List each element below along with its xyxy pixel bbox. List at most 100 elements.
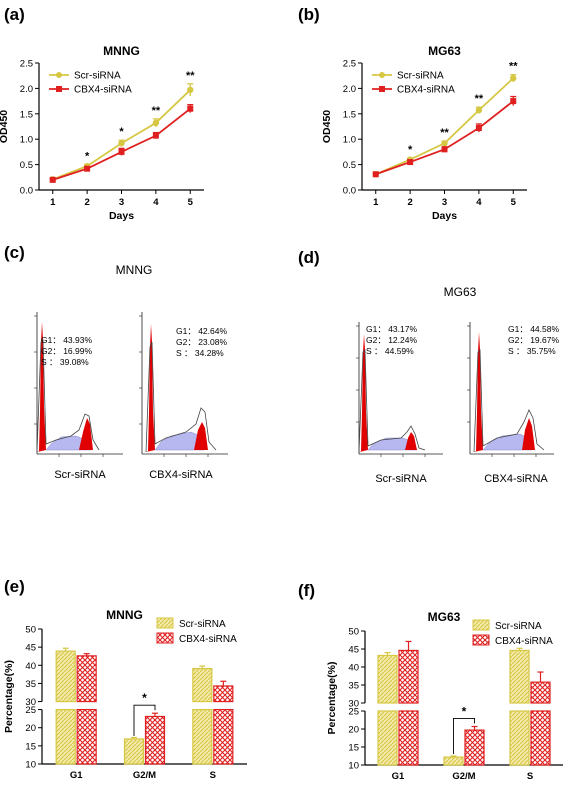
- bar-lower-cbx4: [76, 708, 97, 765]
- x-tick-label: 5: [188, 197, 194, 208]
- bar-cbx4: [464, 729, 485, 766]
- g2-peak: [194, 422, 208, 450]
- y-tick-label: 20: [25, 723, 36, 734]
- legend-marker-scr: [379, 72, 385, 78]
- bar-lower-scr: [377, 710, 398, 766]
- g2-value: G2： 19.67%: [508, 335, 559, 345]
- bar-upper-scr: [55, 650, 76, 703]
- y-tick-label: 10: [348, 761, 359, 772]
- x-axis-label: Days: [109, 210, 134, 222]
- flow-histogram-c-scr: G1： 43.93% G2： 16.99% S ： 39.08%: [33, 311, 124, 458]
- x-tick-label: 4: [153, 197, 159, 208]
- legend-swatch-scr: [472, 619, 490, 631]
- chart-title: MNNG: [103, 44, 140, 58]
- x-tick-label: 4: [476, 197, 482, 208]
- significance-mark: **: [440, 127, 449, 139]
- legend-label: Scr-siRNA: [397, 71, 444, 82]
- g1-value: G1： 43.17%: [366, 324, 417, 334]
- y-tick-label: 40: [25, 661, 36, 672]
- data-point-cbx4: [441, 146, 448, 153]
- y-tick-label: 1.0: [20, 135, 33, 146]
- flow-label-d-scr: Scr-siRNA: [375, 473, 427, 485]
- y-tick-label: 1.0: [343, 135, 356, 146]
- y-tick-label: 45: [25, 643, 36, 654]
- data-point-scr: [118, 140, 125, 147]
- fit-curve: [145, 341, 217, 453]
- data-point-cbx4: [407, 159, 414, 166]
- legend-marker-cbx4: [56, 86, 62, 92]
- s-value: S ： 35.75%: [508, 346, 556, 356]
- y-tick-label: 20: [348, 725, 359, 736]
- x-tick-label: G1: [392, 771, 405, 782]
- g1-value: G1： 43.93%: [41, 335, 92, 345]
- flow-label-d-cbx4: CBX4-siRNA: [484, 473, 548, 485]
- bar-scr: [123, 738, 145, 765]
- y-tick-label: 15: [348, 743, 359, 754]
- flow-title-c: MNNG: [116, 263, 153, 277]
- y-tick-label: 2.0: [20, 84, 33, 95]
- g1-value: G1： 42.64%: [176, 326, 227, 336]
- data-point-scr: [152, 119, 160, 127]
- data-point-cbx4: [510, 98, 517, 105]
- y-axis-label: OD450: [0, 110, 10, 143]
- legend-swatch-cbx4: [156, 632, 174, 644]
- x-tick-label: 5: [511, 197, 517, 208]
- flow-label-c-scr: Scr-siRNA: [54, 469, 106, 481]
- g2-peak: [79, 418, 93, 450]
- data-point-cbx4: [49, 176, 56, 183]
- y-tick-label: 1.5: [20, 109, 33, 120]
- panel-label-d: (d): [298, 248, 320, 267]
- g2-value: G2： 23.08%: [176, 337, 227, 347]
- bar-upper-cbx4: [213, 685, 234, 703]
- s-value: S ： 44.59%: [366, 346, 414, 356]
- g2-peak: [405, 432, 417, 450]
- flow-histogram-d-scr: G1： 43.17% G2： 12.24% S ： 44.59%: [355, 321, 444, 458]
- data-point-scr: [187, 86, 194, 94]
- chart-title: MNNG: [106, 608, 143, 622]
- y-tick-label: 15: [25, 741, 36, 752]
- data-point-scr: [510, 75, 517, 82]
- bar-lower-cbx4: [398, 710, 419, 766]
- legend-marker-scr: [56, 72, 62, 78]
- y-tick-label: 35: [348, 681, 359, 692]
- bar-lower-scr: [55, 708, 76, 765]
- y-tick-label: 0.5: [20, 160, 33, 171]
- chart-title: MG63: [428, 44, 461, 58]
- x-tick-label: S: [210, 770, 216, 781]
- fit-curve: [358, 349, 426, 453]
- panel-label-a: (a): [4, 5, 25, 24]
- panel-label-f: (f): [298, 581, 315, 600]
- y-tick-label: 10: [25, 760, 36, 771]
- g1-peak: [474, 332, 483, 452]
- x-tick-label: 2: [84, 197, 89, 208]
- data-point-cbx4: [475, 125, 482, 132]
- y-tick-label: 25: [25, 705, 36, 716]
- fit-curve: [473, 349, 545, 453]
- x-tick-label: 3: [442, 197, 447, 208]
- x-tick-label: G2/M: [452, 771, 475, 782]
- data-point-cbx4: [152, 132, 159, 139]
- g2-peak: [522, 418, 535, 450]
- x-tick-label: S: [527, 771, 533, 782]
- y-tick-label: 2.5: [343, 59, 356, 70]
- legend-marker-cbx4: [379, 86, 385, 92]
- legend-label: Scr-siRNA: [179, 619, 226, 630]
- significance-mark: *: [408, 144, 413, 156]
- x-tick-label: 1: [373, 197, 379, 208]
- flow-histogram-d-cbx4: G1： 44.58% G2： 19.67% S ： 35.75%: [466, 321, 559, 458]
- bar-lower-scr: [192, 708, 213, 765]
- x-tick-label: 3: [119, 197, 124, 208]
- legend-label: Scr-siRNA: [74, 71, 121, 82]
- g1-peak: [359, 334, 368, 452]
- y-tick-label: 25: [348, 707, 359, 718]
- legend-label: CBX4-siRNA: [179, 634, 237, 645]
- y-tick-label: 2.5: [20, 59, 33, 70]
- legend-label: CBX4-siRNA: [74, 85, 132, 96]
- bar-lower-scr: [509, 710, 530, 766]
- legend-swatch-cbx4: [472, 634, 490, 646]
- g2-value: G2： 16.99%: [41, 346, 92, 356]
- panel-label-b: (b): [298, 5, 320, 24]
